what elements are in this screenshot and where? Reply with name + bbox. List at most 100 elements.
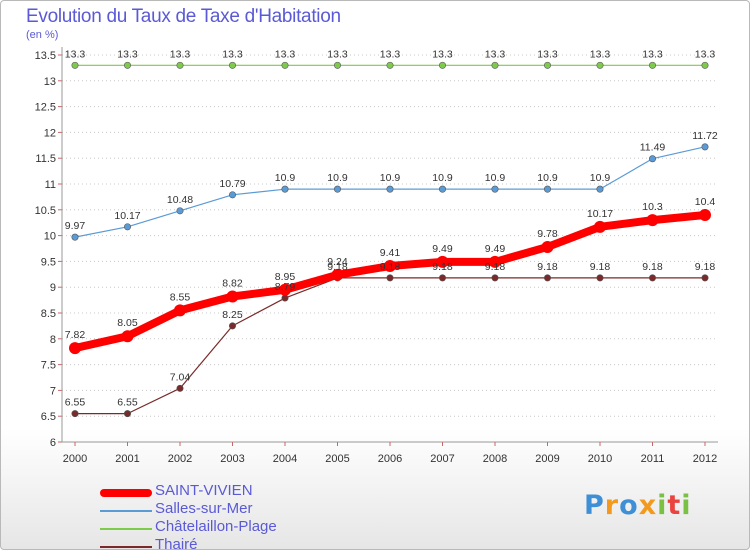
data-point-chatelaillon-plage xyxy=(491,61,499,69)
data-label-salles-sur-mer: 9.97 xyxy=(65,220,86,232)
y-tick-label: 13.5 xyxy=(35,50,56,62)
logo-letter: i xyxy=(681,490,692,521)
legend-swatch-thaire xyxy=(100,546,152,548)
x-tick-label: 2000 xyxy=(63,453,87,465)
data-label-saint-vivien: 9.49 xyxy=(432,243,453,255)
data-point-saint-vivien xyxy=(489,255,501,268)
data-point-salles-sur-mer xyxy=(71,233,79,241)
x-tick-label: 2011 xyxy=(641,453,665,465)
y-tick-label: 7 xyxy=(50,385,56,397)
data-point-chatelaillon-plage xyxy=(124,61,132,69)
data-point-thaire xyxy=(701,274,709,282)
x-tick-label: 2010 xyxy=(588,453,612,465)
y-tick-label: 11.5 xyxy=(35,153,56,165)
data-point-salles-sur-mer xyxy=(386,185,394,193)
data-point-salles-sur-mer xyxy=(491,185,499,193)
y-tick-label: 9.5 xyxy=(41,256,56,268)
data-label-salles-sur-mer: 10.9 xyxy=(485,172,506,184)
data-label-thaire: 6.55 xyxy=(117,397,138,409)
data-label-salles-sur-mer: 10.17 xyxy=(114,210,140,222)
data-label-salles-sur-mer: 10.9 xyxy=(537,172,558,184)
data-point-thaire xyxy=(596,274,604,282)
proxiti-logo: Proxiti xyxy=(584,490,692,521)
data-label-salles-sur-mer: 10.9 xyxy=(432,172,453,184)
data-label-thaire: 8.79 xyxy=(275,281,296,293)
data-label-salles-sur-mer: 10.9 xyxy=(275,172,296,184)
data-label-thaire: 9.18 xyxy=(380,261,401,273)
x-tick-label: 2002 xyxy=(168,453,192,465)
data-point-saint-vivien xyxy=(226,290,239,303)
y-tick-label: 7.5 xyxy=(41,360,56,372)
y-tick-label: 12.5 xyxy=(35,102,56,114)
logo-letter: t xyxy=(667,490,682,521)
data-point-salles-sur-mer xyxy=(596,185,604,193)
x-tick-label: 2003 xyxy=(220,453,244,465)
data-label-salles-sur-mer: 11.72 xyxy=(692,130,718,142)
data-label-thaire: 9.18 xyxy=(432,261,453,273)
data-label-chatelaillon-plage: 13.3 xyxy=(485,48,506,60)
data-point-salles-sur-mer xyxy=(333,185,341,193)
data-point-thaire xyxy=(176,384,184,392)
data-point-salles-sur-mer xyxy=(176,207,184,215)
data-label-saint-vivien: 9.78 xyxy=(537,228,558,240)
legend-label-thaire: Thairé xyxy=(155,536,198,553)
legend-swatch-salles-sur-mer xyxy=(100,510,152,512)
y-tick-label: 6.5 xyxy=(41,411,56,423)
data-label-salles-sur-mer: 10.9 xyxy=(380,172,401,184)
data-label-saint-vivien: 9.41 xyxy=(380,247,401,259)
x-tick-label: 2007 xyxy=(430,453,454,465)
x-tick-label: 2004 xyxy=(273,453,297,465)
logo-letter: i xyxy=(657,490,668,521)
data-point-saint-vivien xyxy=(331,268,344,281)
y-tick-label: 13 xyxy=(44,76,56,88)
data-label-chatelaillon-plage: 13.3 xyxy=(222,48,243,60)
data-label-salles-sur-mer: 10.9 xyxy=(590,172,611,184)
data-label-saint-vivien: 10.17 xyxy=(587,208,613,220)
logo-letter: P xyxy=(584,490,605,521)
data-label-saint-vivien: 7.82 xyxy=(65,329,86,341)
data-label-salles-sur-mer: 11.49 xyxy=(640,142,666,154)
data-label-thaire: 8.25 xyxy=(222,309,243,321)
data-point-salles-sur-mer xyxy=(281,185,289,193)
data-label-chatelaillon-plage: 13.3 xyxy=(695,48,716,60)
data-point-salles-sur-mer xyxy=(701,143,709,151)
data-label-saint-vivien: 9.24 xyxy=(327,256,348,268)
y-tick-label: 6 xyxy=(50,437,56,449)
data-point-thaire xyxy=(229,322,237,330)
data-label-saint-vivien: 9.49 xyxy=(485,243,506,255)
data-label-chatelaillon-plage: 13.3 xyxy=(117,48,138,60)
data-point-saint-vivien xyxy=(699,208,711,221)
data-label-chatelaillon-plage: 13.3 xyxy=(432,48,453,60)
data-label-thaire: 9.18 xyxy=(537,261,558,273)
data-label-chatelaillon-plage: 13.3 xyxy=(170,48,191,60)
legend-swatch-saint-vivien xyxy=(100,489,152,497)
data-point-saint-vivien xyxy=(69,342,81,355)
x-tick-label: 2005 xyxy=(325,453,349,465)
data-label-thaire: 7.04 xyxy=(170,371,191,383)
data-label-salles-sur-mer: 10.79 xyxy=(219,178,245,190)
data-point-saint-vivien xyxy=(384,260,396,273)
x-tick-label: 2001 xyxy=(115,453,139,465)
data-point-saint-vivien xyxy=(541,240,554,253)
data-label-saint-vivien: 10.4 xyxy=(695,196,716,208)
logo-letter: x xyxy=(638,490,658,521)
data-label-thaire: 9.18 xyxy=(642,261,663,273)
data-label-thaire: 6.55 xyxy=(65,397,86,409)
x-tick-label: 2009 xyxy=(535,453,559,465)
logo-letter: o xyxy=(619,490,639,521)
data-point-saint-vivien xyxy=(174,304,186,317)
chart-title: Evolution du Taux de Taxe d'Habitation xyxy=(26,6,341,27)
data-point-chatelaillon-plage xyxy=(281,61,289,69)
data-point-saint-vivien xyxy=(279,283,291,296)
data-point-chatelaillon-plage xyxy=(333,61,341,69)
y-tick-label: 8.5 xyxy=(41,308,56,320)
data-label-chatelaillon-plage: 13.3 xyxy=(327,48,348,60)
data-point-chatelaillon-plage xyxy=(701,61,709,69)
data-label-thaire: 9.18 xyxy=(485,261,506,273)
data-point-thaire xyxy=(648,274,656,282)
data-label-thaire: 9.18 xyxy=(590,261,611,273)
data-point-thaire xyxy=(543,274,551,282)
data-point-saint-vivien xyxy=(646,214,659,227)
data-point-chatelaillon-plage xyxy=(543,61,551,69)
